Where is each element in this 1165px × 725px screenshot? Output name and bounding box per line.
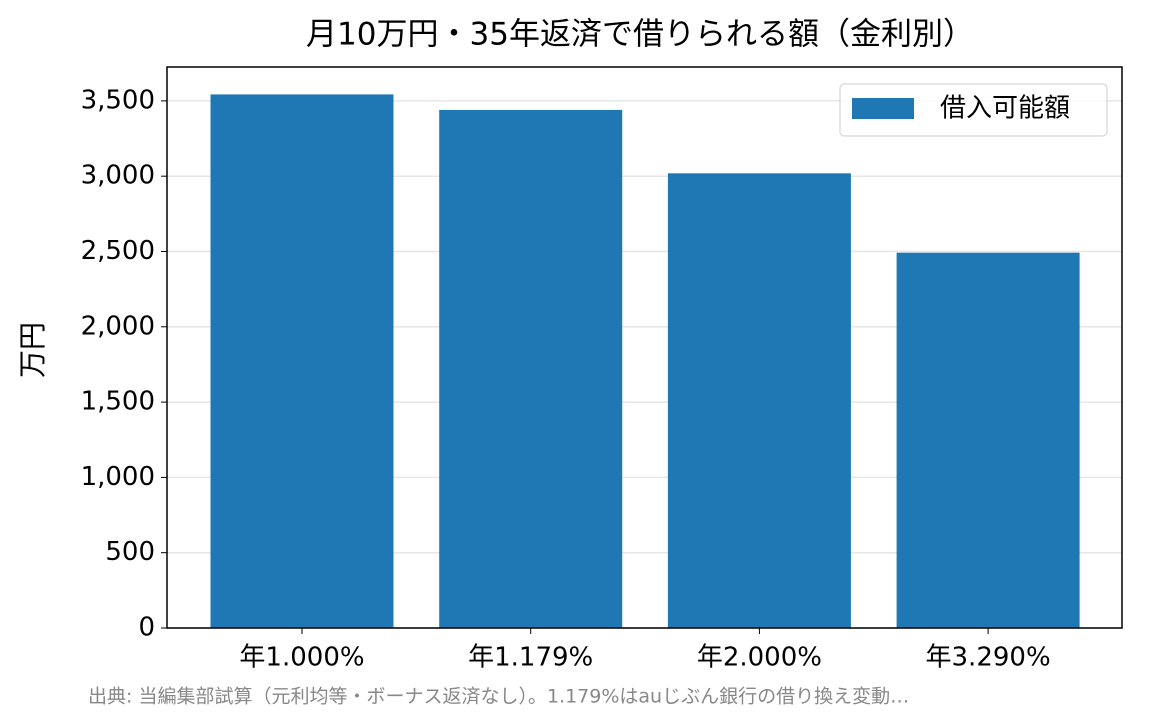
bar [210,94,394,629]
plot-frame [166,66,1123,629]
bar [667,173,851,628]
x-tick-label: 年3.290% [926,643,1051,673]
legend-label: 借入可能額 [940,94,1070,124]
bar [439,109,623,629]
legend-swatch [852,98,914,119]
y-tick-label: 1,000 [81,462,155,492]
y-tick-label: 3,500 [81,85,155,115]
y-tick-label: 2,000 [81,311,155,341]
y-axis-label: 万円 [16,322,49,378]
chart-title: 月10万円・35年返済で借りられる額（金利別） [306,17,974,53]
x-tick-label: 年2.000% [697,643,822,673]
y-tick-label: 3,000 [81,161,155,191]
bar [896,252,1080,628]
x-tick-label: 年1.179% [468,643,593,673]
y-tick-label: 2,500 [81,236,155,266]
legend-box [839,83,1108,137]
x-tick-label: 年1.000% [239,643,364,673]
y-tick-label: 500 [105,537,155,567]
y-tick-label: 1,500 [81,387,155,417]
source-note: 出典: 当編集部試算（元利均等・ボーナス返済なし）。1.179%はauじぶん銀行… [88,686,909,708]
y-tick-label: 0 [138,613,155,643]
